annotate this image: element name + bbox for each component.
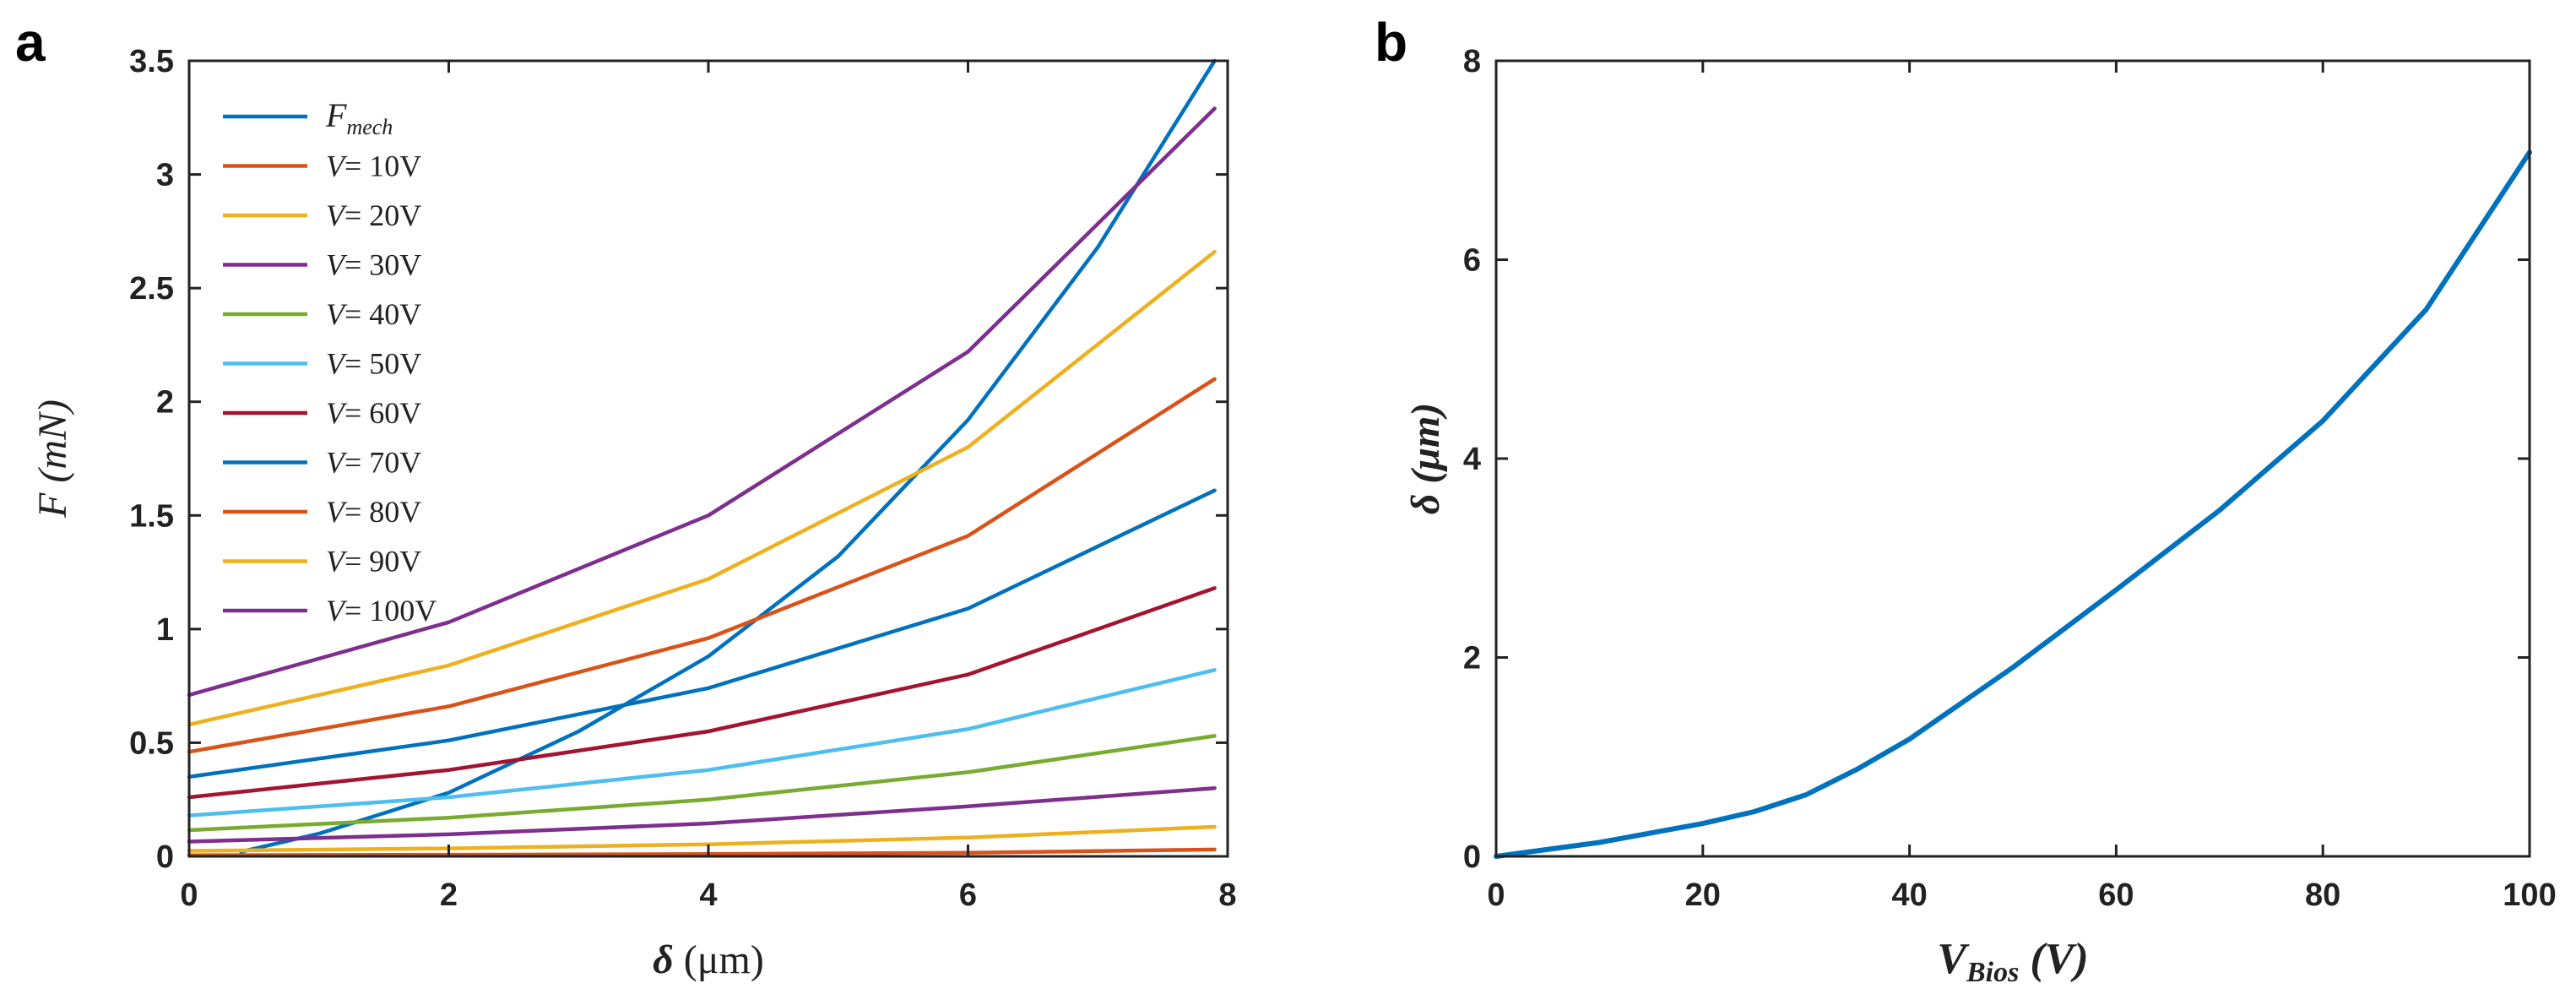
legend-label-var: V: [326, 297, 348, 331]
series-line-3: [187, 786, 1217, 844]
x-tick-label-2: 40: [1891, 877, 1927, 913]
series-line-6: [187, 586, 1217, 800]
x-tick-label-4: 8: [1218, 877, 1236, 913]
x-tick-label-3: 60: [2098, 877, 2134, 913]
legend-label-var: V: [326, 149, 348, 183]
x-tick-label-1: 20: [1685, 877, 1721, 913]
legend-label-val: = 60V: [344, 396, 421, 430]
x-axis-label-sub: Bios: [1966, 957, 2019, 988]
legend-label-0: Fmech: [325, 96, 393, 139]
series-line-4: [187, 734, 1217, 833]
x-tick-label-2: 4: [699, 877, 717, 913]
y-tick-label-1: 2: [1463, 641, 1481, 676]
legend-label-base: F: [325, 96, 347, 134]
series-line-5: [187, 668, 1217, 818]
legend-label-var: V: [326, 198, 348, 232]
x-axis-label-unit: (V): [2019, 935, 2088, 983]
axes-box: [1494, 59, 2531, 858]
y-axis-label-symbol: δ: [1403, 484, 1448, 515]
legend-label-val: = 100V: [344, 594, 437, 627]
legend-label-1: V= 10V: [326, 149, 421, 183]
legend-label-val: = 90V: [344, 545, 421, 579]
legend-label-4: V= 40V: [326, 297, 421, 331]
series-line-8: [187, 377, 1217, 754]
y-tick-label-0: 0: [156, 839, 174, 875]
series-line-0: [1494, 149, 2532, 859]
y-axis-label-unit: (mN): [30, 399, 75, 483]
legend-label-2: V= 20V: [326, 198, 421, 232]
y-tick-label-3: 1.5: [129, 498, 174, 534]
legend-label-var: V: [326, 545, 348, 579]
legend-label-sub: mech: [346, 115, 393, 139]
x-tick-label-3: 6: [959, 877, 977, 913]
y-tick-label-0: 0: [1463, 839, 1481, 875]
legend-label-var: V: [326, 347, 348, 381]
x-axis-label: VBios (V): [1937, 935, 2088, 988]
y-tick-label-2: 4: [1463, 442, 1481, 477]
series-line-10: [187, 106, 1217, 698]
legend-label-var: V: [326, 248, 348, 282]
y-tick-label-7: 3.5: [129, 44, 174, 79]
y-tick-label-2: 1: [156, 612, 174, 648]
x-axis-label-base: V: [1937, 935, 1970, 983]
y-axis-label: δ (μm): [1403, 403, 1448, 515]
y-axis-label: F (mN): [30, 399, 75, 519]
x-tick-label-0: 0: [1487, 877, 1505, 913]
panel-b-letter: b: [1375, 12, 1407, 73]
x-tick-label-1: 2: [440, 877, 458, 913]
series-line-2: [187, 824, 1217, 853]
chart-b: 0 20 40 60 80 100 0 2 4 6 8 VBios (V) δ (μm): [1403, 44, 2557, 988]
y-tick-label-4: 8: [1463, 44, 1481, 79]
legend-label-var: V: [326, 594, 348, 627]
x-axis-label-unit: (μm): [684, 937, 764, 982]
x-tick-label-0: 0: [180, 877, 198, 913]
y-tick-label-4: 2: [156, 385, 174, 421]
series-line-9: [187, 249, 1217, 727]
y-tick-label-1: 0.5: [129, 725, 174, 761]
legend-label-9: V= 90V: [326, 545, 421, 579]
y-tick-label-5: 2.5: [129, 271, 174, 307]
y-axis-label-symbol: F: [30, 483, 75, 519]
chart-a: 0 2 4 6 800.511.522.533.5δ (μm)F (mN)FmechV=…: [30, 44, 1237, 982]
legend-label-val: = 40V: [344, 297, 421, 331]
panel-a-letter: a: [15, 12, 46, 73]
legend-label-val: = 30V: [344, 248, 421, 282]
series-line-7: [187, 488, 1217, 780]
legend-label-6: V= 60V: [326, 396, 421, 430]
legend-label-var: V: [326, 446, 348, 480]
legend-label-10: V= 100V: [326, 594, 437, 627]
x-tick-label-4: 80: [2305, 877, 2340, 913]
legend-label-val: = 20V: [344, 198, 421, 232]
legend-label-val: = 70V: [344, 446, 421, 480]
legend-label-val: = 10V: [344, 149, 421, 183]
y-tick-label-6: 3: [156, 158, 174, 193]
legend-label-3: V= 30V: [326, 248, 421, 282]
legend-label-var: V: [326, 495, 348, 529]
legend-label-var: V: [326, 396, 348, 430]
y-tick-label-3: 6: [1463, 243, 1481, 279]
x-axis-label-symbol: δ: [653, 937, 684, 982]
x-axis-label: δ (μm): [653, 937, 764, 982]
legend-label-5: V= 50V: [326, 347, 421, 381]
legend-label-7: V= 70V: [326, 446, 421, 480]
x-tick-label-5: 100: [2503, 877, 2556, 913]
y-axis-label-unit: (μm): [1403, 403, 1448, 484]
legend-label-val: = 50V: [344, 347, 421, 381]
legend-label-val: = 80V: [344, 495, 421, 529]
legend-label-8: V= 80V: [326, 495, 421, 529]
